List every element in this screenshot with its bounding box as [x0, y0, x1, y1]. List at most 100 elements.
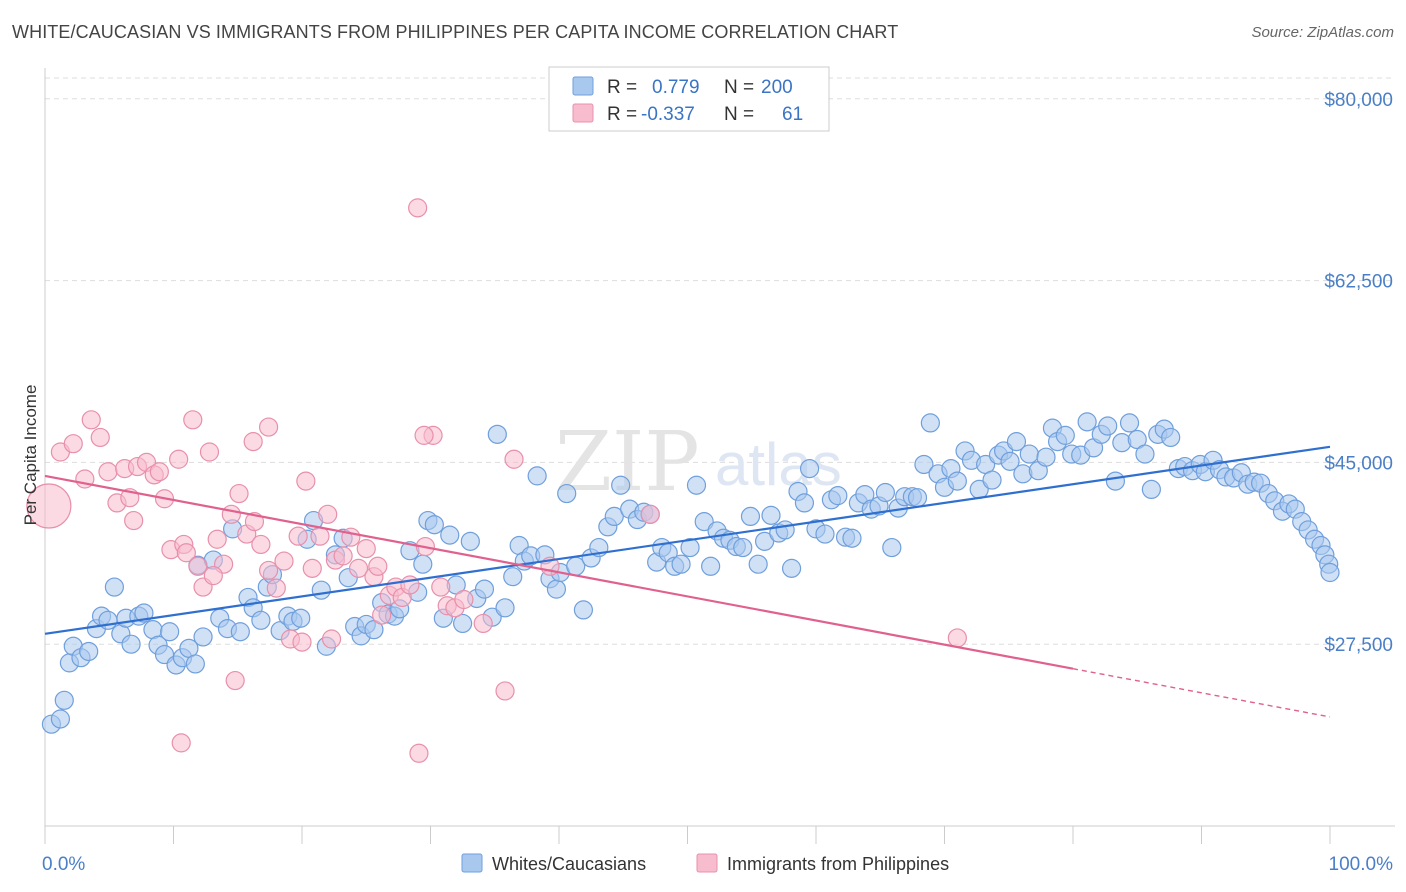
point-philippines: [225, 670, 245, 691]
point-philippines: [333, 546, 353, 566]
point-whites: [546, 579, 567, 599]
point-whites: [440, 525, 460, 545]
data-points: [26, 198, 1340, 763]
point-whites: [193, 627, 213, 647]
point-philippines: [504, 449, 524, 469]
point-whites: [761, 505, 781, 525]
point-philippines: [947, 628, 967, 648]
point-philippines: [302, 558, 322, 578]
point-whites: [815, 524, 835, 544]
watermark: ZIP atlas: [555, 415, 842, 510]
point-philippines: [288, 526, 308, 546]
point-whites: [495, 598, 515, 618]
point-philippines: [341, 527, 361, 547]
point-whites: [947, 471, 967, 491]
point-whites: [251, 610, 271, 630]
point-whites: [701, 556, 721, 576]
point-philippines: [203, 566, 223, 586]
point-whites: [54, 690, 74, 710]
point-philippines: [176, 543, 196, 563]
point-philippines: [258, 560, 279, 581]
point-philippines: [258, 417, 279, 437]
legend-n-label-2: N =: [724, 104, 754, 125]
point-whites: [460, 531, 480, 551]
point-philippines: [473, 613, 493, 634]
point-whites: [1013, 464, 1033, 484]
point-philippines: [124, 510, 144, 531]
point-whites: [794, 493, 815, 513]
point-whites: [781, 558, 802, 578]
y-tick-label: $45,000: [1324, 453, 1393, 474]
legend-n-value-1: 200: [761, 77, 793, 98]
point-whites: [1006, 432, 1027, 452]
point-whites: [842, 528, 862, 548]
point-philippines: [169, 449, 189, 469]
point-philippines: [199, 442, 220, 462]
point-whites: [1135, 444, 1155, 464]
point-whites: [671, 554, 691, 574]
point-whites: [311, 580, 331, 600]
point-philippines: [243, 432, 263, 452]
point-whites: [882, 537, 902, 558]
point-philippines: [292, 632, 312, 652]
point-whites: [611, 475, 631, 495]
point-philippines: [310, 526, 330, 546]
point-whites: [733, 537, 753, 558]
point-whites: [920, 413, 940, 433]
point-whites: [185, 654, 205, 674]
point-philippines: [171, 733, 191, 753]
point-philippines: [221, 504, 241, 524]
point-whites: [604, 506, 624, 527]
point-whites: [50, 709, 71, 729]
legend-n-label-1: N =: [724, 77, 754, 98]
point-whites: [503, 567, 523, 587]
point-whites: [79, 641, 99, 662]
point-philippines: [149, 462, 169, 482]
series-legend-label-blue: Whites/Caucasians: [492, 854, 646, 874]
legend-swatch-pink: [572, 103, 594, 123]
point-whites: [680, 537, 700, 558]
trend-lines: [44, 445, 1331, 718]
point-philippines: [368, 556, 388, 576]
legend-r-label-2: R =: [607, 104, 637, 125]
legend-r-value-1: 0.779: [652, 77, 700, 98]
point-whites: [748, 554, 768, 574]
legend-n-value-2: 61: [782, 104, 803, 125]
series-legend-swatch-pink: [696, 853, 718, 873]
point-whites: [828, 486, 848, 506]
x-tick-label-start: 0.0%: [42, 854, 85, 875]
point-whites: [1000, 451, 1020, 471]
point-philippines: [183, 410, 203, 430]
y-tick-label: $80,000: [1324, 90, 1393, 111]
series-legend-swatch-blue: [461, 853, 483, 873]
correlation-legend: R = 0.779 N = 200 R = -0.337 N = 61: [548, 66, 830, 132]
point-philippines: [26, 483, 72, 529]
point-whites: [291, 608, 311, 628]
watermark-zip: ZIP: [555, 415, 700, 510]
point-whites: [1112, 433, 1132, 453]
grid-lines: [45, 77, 1395, 645]
point-whites: [740, 506, 761, 527]
point-whites: [775, 520, 795, 540]
point-philippines: [63, 434, 83, 454]
legend-r-value-2: -0.337: [641, 104, 695, 125]
point-philippines: [495, 681, 515, 701]
point-philippines: [274, 551, 294, 571]
chart-title: WHITE/CAUCASIAN VS IMMIGRANTS FROM PHILI…: [12, 22, 899, 42]
point-whites: [573, 600, 594, 620]
point-philippines: [454, 589, 474, 610]
point-philippines: [414, 425, 434, 445]
point-philippines: [318, 504, 338, 524]
point-philippines: [409, 743, 429, 763]
trend-line-philippines: [44, 474, 1074, 670]
point-philippines: [229, 483, 249, 504]
point-whites: [474, 579, 495, 599]
point-whites: [754, 531, 775, 551]
point-whites: [1019, 444, 1039, 464]
point-whites: [694, 512, 714, 532]
point-whites: [527, 466, 547, 486]
axes: [44, 68, 1395, 844]
point-whites: [424, 515, 444, 535]
series-legend-label-pink: Immigrants from Philippines: [727, 854, 949, 874]
